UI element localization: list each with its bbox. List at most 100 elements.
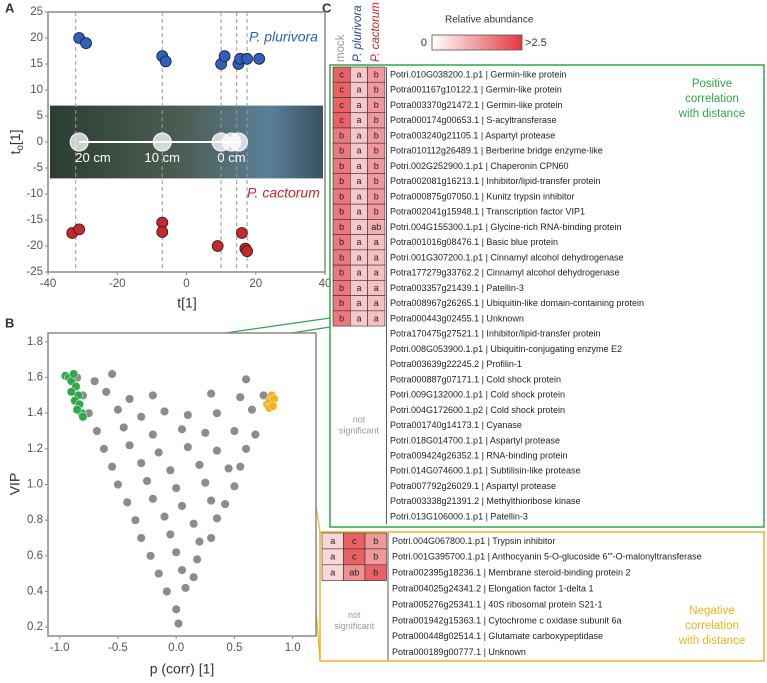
point	[200, 478, 210, 488]
point	[154, 569, 164, 579]
cell-letter: b	[339, 191, 344, 201]
point	[156, 226, 169, 238]
point	[250, 430, 260, 440]
annotation: 10 cm	[145, 150, 180, 165]
cell-letter: c	[352, 552, 357, 562]
point	[145, 551, 156, 561]
x-axis-label: p (corr) [1]	[150, 661, 215, 677]
point	[159, 55, 172, 68]
point	[99, 444, 109, 454]
cell-letter: a	[374, 313, 379, 323]
point	[148, 390, 158, 400]
point	[101, 387, 111, 397]
cell-letter: a	[356, 146, 361, 156]
panel-label: B	[5, 315, 14, 330]
cell-letter: a	[330, 552, 335, 562]
cell-letter: a	[356, 268, 361, 278]
point	[183, 442, 193, 452]
cell-letter: b	[339, 252, 344, 262]
y-label-sub: o	[15, 145, 26, 151]
point	[171, 483, 181, 493]
gene-label: Potra007792g26029.1 | Aspartyl protease	[390, 481, 556, 491]
gene-label: Potri.013G106000.1.p1 | Patellin-3	[390, 511, 528, 521]
column-header: P. cactorum	[370, 2, 382, 62]
point	[180, 583, 191, 593]
annotation: 0 cm	[217, 150, 245, 165]
cell-letter: a	[374, 237, 379, 247]
point	[194, 536, 205, 547]
gene-label: Potra001167g10122.1 | Germin-like protei…	[390, 85, 562, 95]
cell-letter: a	[374, 268, 379, 278]
heatmap-cell	[367, 310, 386, 327]
x-tick-label: 0.5	[226, 642, 242, 654]
gene-label: Potra003639g22245.2 | Profilin-1	[390, 359, 522, 369]
point	[171, 547, 181, 557]
point	[194, 460, 205, 470]
cell-letter: b	[373, 568, 378, 578]
column-header: mock	[335, 34, 347, 62]
cell-letter: a	[374, 298, 379, 308]
cell-letter: b	[374, 100, 379, 110]
group-box	[329, 64, 765, 528]
point	[224, 463, 234, 474]
cell-letter: a	[356, 176, 361, 186]
cell-letter: b	[339, 283, 344, 293]
point	[206, 389, 216, 399]
gene-label: Potra003370g21472.1 | Germin-like protei…	[390, 100, 562, 110]
cell-letter: b	[374, 115, 379, 125]
cell-letter: a	[356, 252, 361, 262]
point	[235, 227, 248, 239]
point	[200, 428, 210, 438]
point	[113, 405, 123, 415]
x-axis-label: t[1]	[177, 295, 196, 311]
point	[165, 465, 175, 475]
gene-label: Potri.010G038200.1.p1 | Germin-like prot…	[390, 69, 566, 79]
point	[211, 240, 224, 252]
not-significant: not significant	[339, 415, 380, 436]
point	[78, 412, 88, 422]
y-tick-label: 0.4	[27, 585, 44, 597]
cell-letter: b	[373, 536, 378, 546]
cell-letter: b	[374, 69, 379, 79]
gene-label: Potra009424g26352.1 | RNA-binding protei…	[390, 450, 567, 460]
gene-label: Potra010112g26489.1 | Berberine bridge e…	[390, 146, 603, 156]
y-tick-label: -5	[33, 162, 43, 174]
cell-letter: a	[356, 207, 361, 217]
gene-label: Potri.001G395700.1.p1 | Anthocyanin 5-O-…	[392, 552, 702, 562]
point	[241, 444, 251, 454]
x-tick-label: 0	[183, 278, 189, 290]
y-axis-label: to[1]	[7, 129, 26, 154]
scale-marker	[152, 132, 172, 152]
point	[212, 408, 222, 418]
gene-label: Potra002081g16213.1 | Inhibitor/lipid-tr…	[390, 176, 600, 186]
point	[206, 495, 216, 506]
x-tick-label: 1.0	[285, 642, 301, 654]
gene-label: Potri.014G074600.1.p1 | Subtilisin-like …	[390, 466, 580, 476]
cell-letter: c	[339, 100, 344, 110]
point	[130, 515, 140, 525]
gene-label: Potra002395g18236.1 | Membrane steroid-b…	[392, 568, 631, 578]
point	[229, 426, 239, 436]
group-label: Negative	[689, 605, 734, 617]
x-tick-label: -20	[109, 278, 126, 290]
cell-letter: b	[374, 130, 379, 140]
x-tick-label: -1.0	[50, 642, 70, 654]
gene-label: Potra001016g08476.1 | Basic blue protein	[390, 237, 558, 247]
point	[171, 604, 181, 614]
cell-letter: a	[356, 130, 361, 140]
cell-letter: a	[356, 313, 361, 323]
scale-max-label: >2.5	[525, 37, 547, 49]
plot-frame	[47, 332, 317, 637]
column-header: P. plurivora	[352, 5, 364, 62]
cell-letter: a	[356, 85, 361, 95]
y-tick-label: 25	[30, 6, 43, 18]
gene-label: Potra003338g21391.2 | Methylthioribose k…	[390, 496, 580, 506]
cell-letter: b	[339, 268, 344, 278]
point	[159, 512, 170, 522]
cell-letter: b	[339, 130, 344, 140]
gene-label: Potri.018G014700.1.p1 | Aspartyl proteas…	[390, 435, 560, 445]
y-tick-label: 1.8	[27, 336, 43, 348]
y-tick-label: 0	[37, 136, 43, 148]
y-tick-label: 20	[30, 32, 43, 44]
y-label-tail: [1]	[7, 129, 23, 145]
